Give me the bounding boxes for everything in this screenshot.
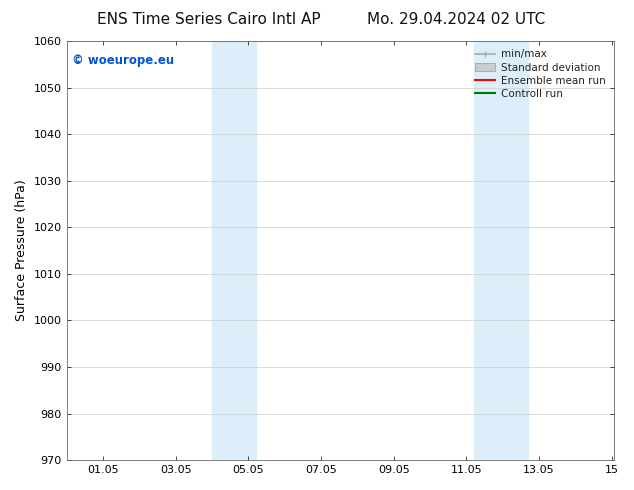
Y-axis label: Surface Pressure (hPa): Surface Pressure (hPa) — [15, 180, 28, 321]
Bar — [212, 41, 256, 460]
Legend: min/max, Standard deviation, Ensemble mean run, Controll run: min/max, Standard deviation, Ensemble me… — [472, 46, 609, 102]
Text: ENS Time Series Cairo Intl AP: ENS Time Series Cairo Intl AP — [98, 12, 321, 27]
Text: Mo. 29.04.2024 02 UTC: Mo. 29.04.2024 02 UTC — [367, 12, 546, 27]
Text: © woeurope.eu: © woeurope.eu — [72, 53, 174, 67]
Bar — [474, 41, 528, 460]
